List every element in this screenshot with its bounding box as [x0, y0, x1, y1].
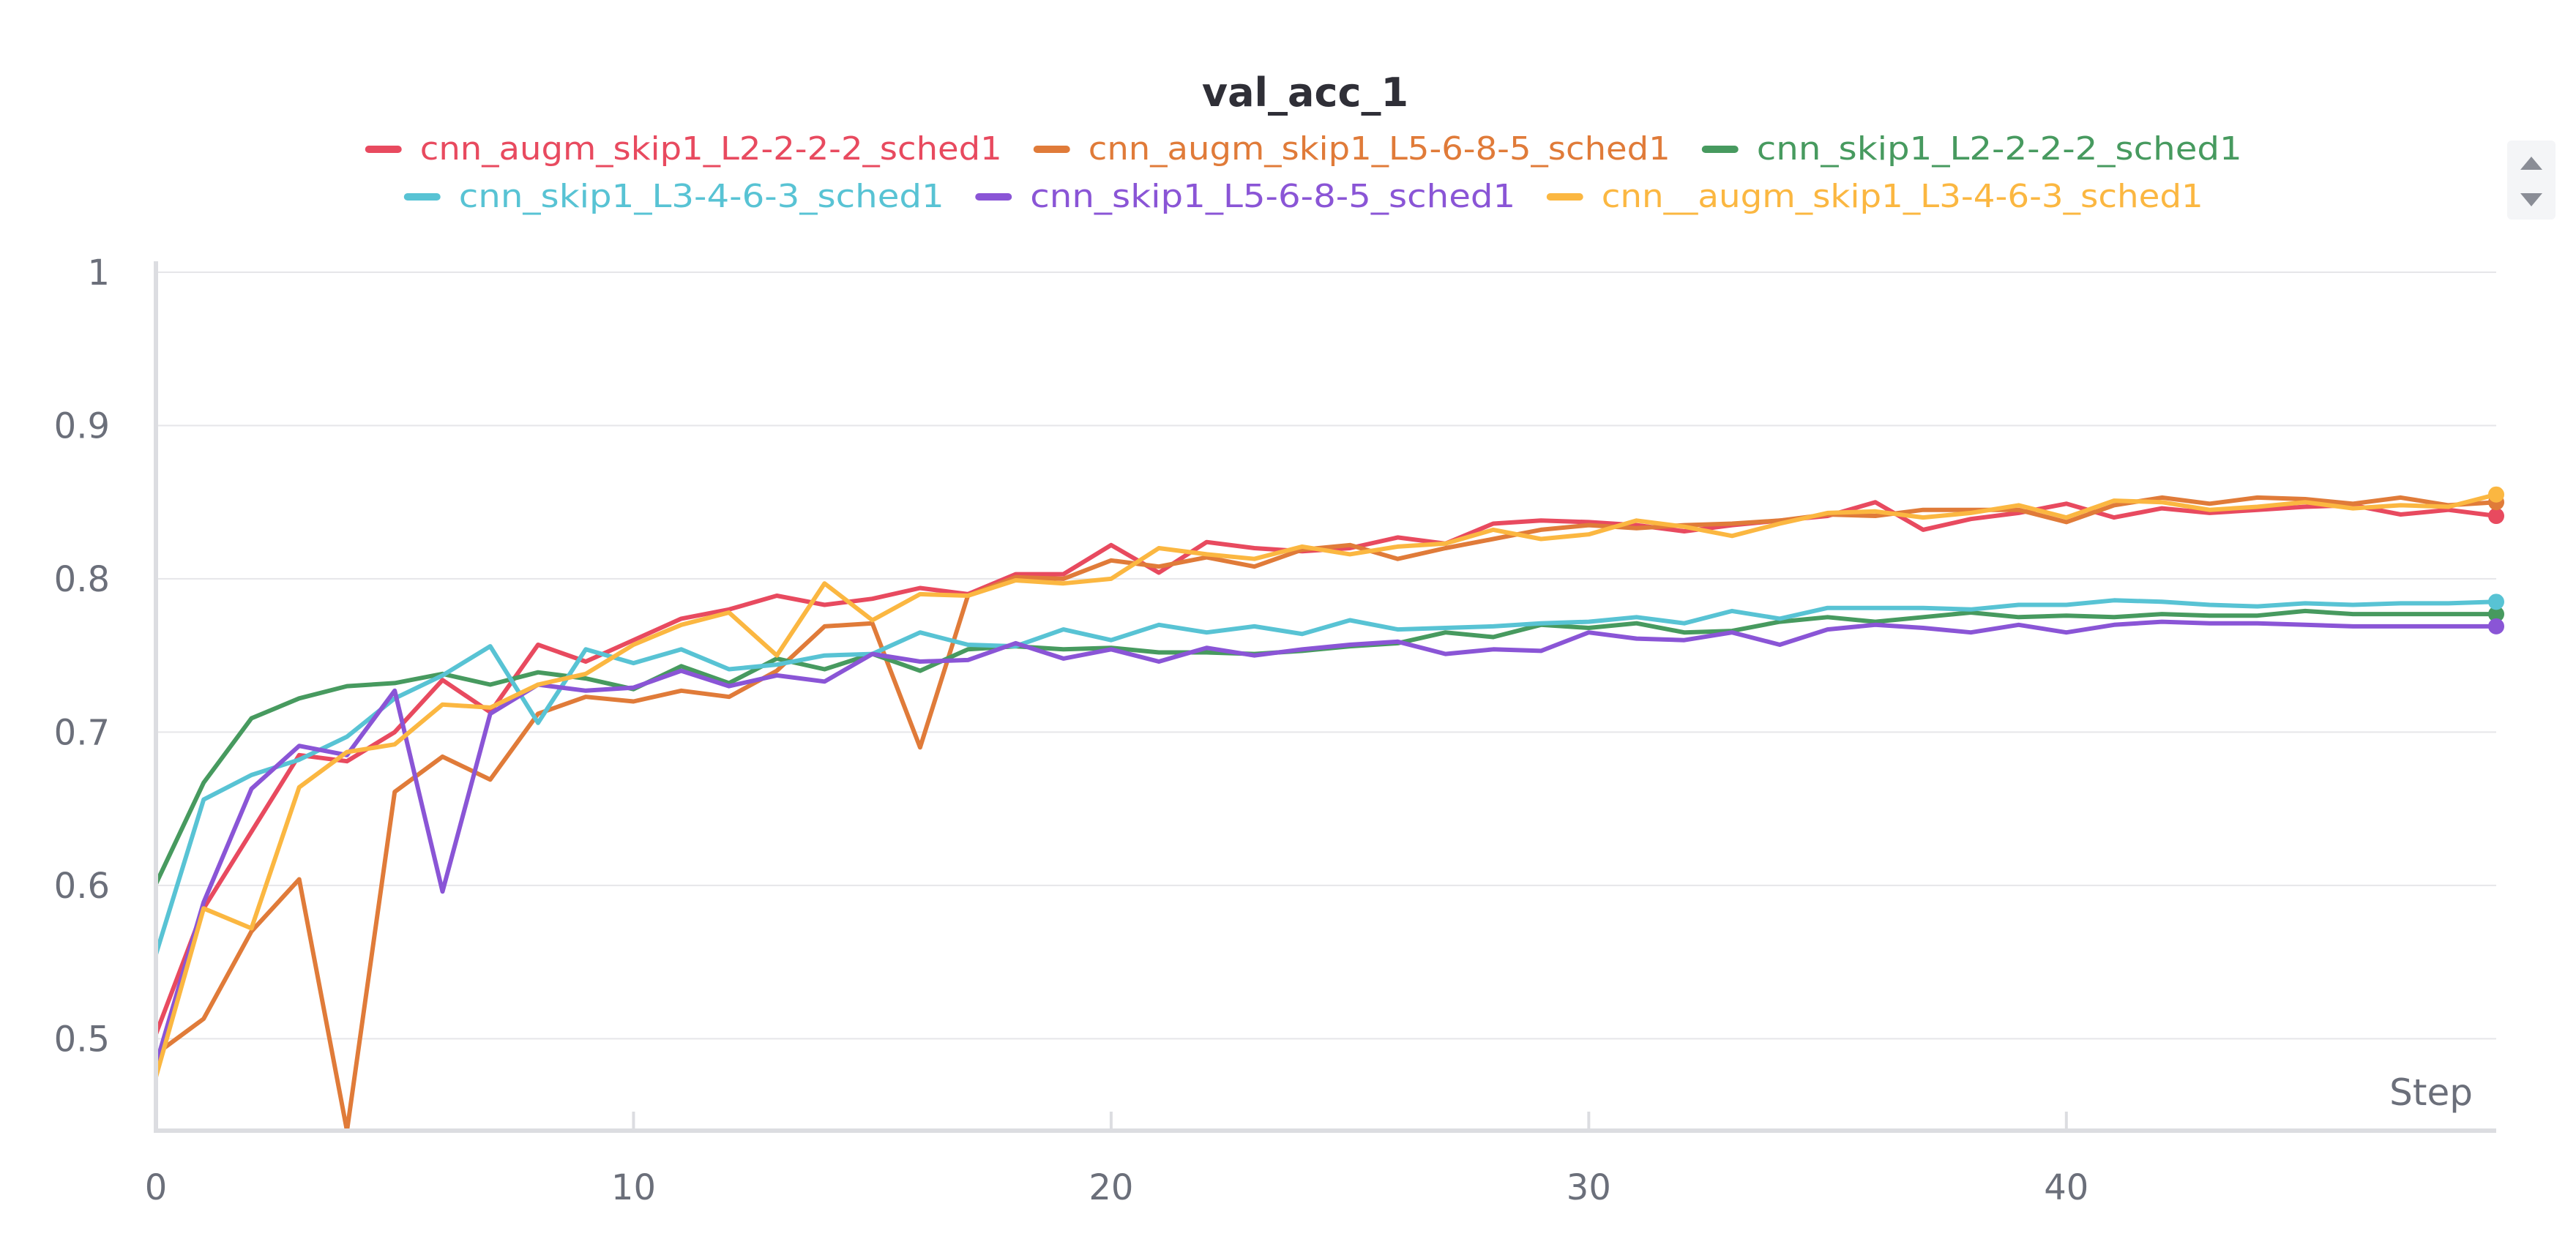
series-endpoints [2488, 486, 2504, 634]
y-tick-label: 1 [87, 252, 110, 293]
legend-item-4[interactable]: cnn_skip1_L3-4-6-3_sched1 [403, 178, 944, 215]
legend-item-3[interactable]: cnn_skip1_L2-2-2-2_sched1 [1701, 130, 2242, 168]
series-endpoint-3 [2488, 606, 2504, 623]
series-endpoint-1 [2488, 508, 2504, 525]
legend-scroll-control[interactable] [2507, 141, 2556, 220]
series-lines [154, 492, 2498, 1133]
x-tick-label: 40 [2044, 1167, 2088, 1208]
y-tick-label: 0.9 [54, 405, 110, 446]
series-line-6 [154, 492, 2498, 1079]
legend-label: cnn_augm_skip1_L5-6-8-5_sched1 [1089, 130, 1670, 168]
y-tick-label: 0.7 [54, 712, 110, 753]
series-endpoint-4 [2488, 594, 2504, 610]
legend-label: cnn_augm_skip1_L2-2-2-2_sched1 [420, 130, 1002, 168]
legend-label: cnn_skip1_L5-6-8-5_sched1 [1030, 178, 1515, 215]
legend-label: cnn__augm_skip1_L3-4-6-3_sched1 [1602, 178, 2203, 215]
x-tick-label: 10 [611, 1167, 656, 1208]
x-axis-ticks: 0 10 20 30 40 [145, 1112, 2088, 1208]
chart-title: val_acc_1 [1202, 70, 1408, 116]
legend-item-2[interactable]: cnn_augm_skip1_L5-6-8-5_sched1 [1033, 130, 1670, 168]
series-line-4 [154, 598, 2498, 957]
series-endpoint-5 [2488, 618, 2504, 634]
series-line-3 [154, 608, 2498, 886]
grid-lines [156, 272, 2496, 1040]
series-line-5 [154, 619, 2498, 1067]
x-tick-label: 20 [1089, 1167, 1133, 1208]
series-endpoint-6 [2488, 486, 2504, 503]
legend-scroll-track [2507, 141, 2556, 220]
y-tick-label: 0.6 [54, 866, 110, 907]
x-axis-label: Step [2389, 1071, 2473, 1114]
legend: cnn_augm_skip1_L2-2-2-2_sched1 cnn_augm_s… [365, 130, 2242, 215]
legend-scroll-down-icon[interactable] [2520, 193, 2542, 206]
series-line-2 [154, 495, 2498, 1133]
x-tick-label: 0 [145, 1167, 168, 1208]
y-axis-ticks: 0.5 0.6 0.7 0.8 0.9 1 [54, 252, 110, 1060]
legend-scroll-up-icon[interactable] [2520, 157, 2542, 170]
legend-item-5[interactable]: cnn_skip1_L5-6-8-5_sched1 [975, 178, 1515, 215]
series-line-1 [154, 500, 2498, 1036]
y-tick-label: 0.5 [54, 1019, 110, 1060]
y-tick-label: 0.8 [54, 559, 110, 600]
x-tick-label: 30 [1567, 1167, 1611, 1208]
legend-label: cnn_skip1_L3-4-6-3_sched1 [459, 178, 944, 215]
legend-item-6[interactable]: cnn__augm_skip1_L3-4-6-3_sched1 [1546, 178, 2203, 215]
legend-item-1[interactable]: cnn_augm_skip1_L2-2-2-2_sched1 [365, 130, 1002, 168]
legend-label: cnn_skip1_L2-2-2-2_sched1 [1757, 130, 2242, 168]
